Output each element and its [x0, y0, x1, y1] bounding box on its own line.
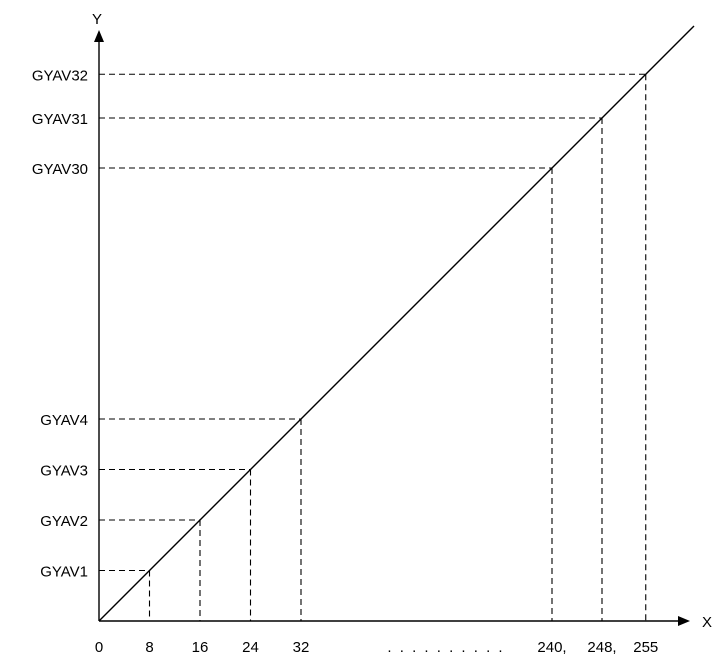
x-tick-label: 8 — [145, 639, 153, 656]
x-axis-label: X — [702, 614, 712, 631]
x-tick-label: 240, — [537, 639, 566, 656]
y-tick-label: GYAV3 — [40, 463, 88, 480]
y-axis-arrow — [94, 30, 104, 42]
x-tick-label: 248, — [587, 639, 616, 656]
x-ellipsis: . . . . . . . . . . — [387, 639, 504, 656]
x-tick-label: 16 — [192, 639, 209, 656]
y-tick-label: GYAV2 — [40, 513, 88, 530]
y-axis-label: Y — [92, 11, 102, 28]
y-tick-label: GYAV1 — [40, 564, 88, 581]
x-tick-label: 24 — [242, 639, 259, 656]
x-tick-label: 32 — [293, 639, 310, 656]
y-tick-label: GYAV30 — [32, 161, 88, 178]
y-tick-label: GYAV32 — [32, 67, 88, 84]
transfer-line — [98, 25, 695, 622]
origin-label: 0 — [95, 639, 103, 656]
y-tick-label: GYAV31 — [32, 111, 88, 128]
x-tick-label: 255 — [633, 639, 658, 656]
x-axis-arrow — [678, 616, 690, 626]
y-tick-label: GYAV4 — [40, 412, 88, 429]
